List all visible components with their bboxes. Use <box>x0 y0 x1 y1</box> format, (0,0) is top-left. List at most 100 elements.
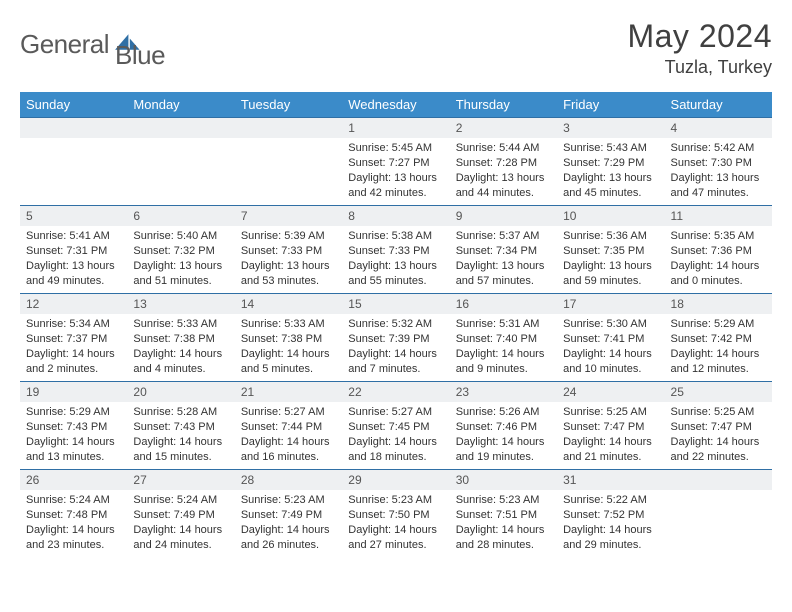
daylight-text: Daylight: 14 hours and 10 minutes. <box>563 347 658 377</box>
day-number: 13 <box>127 293 234 314</box>
sunrise-text: Sunrise: 5:34 AM <box>26 317 121 332</box>
sunrise-text: Sunrise: 5:36 AM <box>563 229 658 244</box>
calendar-day-cell: 4Sunrise: 5:42 AMSunset: 7:30 PMDaylight… <box>665 117 772 205</box>
day-details: Sunrise: 5:33 AMSunset: 7:38 PMDaylight:… <box>127 314 234 380</box>
sunset-text: Sunset: 7:51 PM <box>456 508 551 523</box>
weekday-header-row: Sunday Monday Tuesday Wednesday Thursday… <box>20 92 772 117</box>
calendar-day-cell: 16Sunrise: 5:31 AMSunset: 7:40 PMDayligh… <box>450 293 557 381</box>
calendar-day-cell: 9Sunrise: 5:37 AMSunset: 7:34 PMDaylight… <box>450 205 557 293</box>
sunset-text: Sunset: 7:30 PM <box>671 156 766 171</box>
daylight-text: Daylight: 14 hours and 13 minutes. <box>26 435 121 465</box>
day-number: 31 <box>557 469 664 490</box>
sunrise-text: Sunrise: 5:27 AM <box>241 405 336 420</box>
calendar-week-row: 12Sunrise: 5:34 AMSunset: 7:37 PMDayligh… <box>20 293 772 381</box>
day-details: Sunrise: 5:38 AMSunset: 7:33 PMDaylight:… <box>342 226 449 292</box>
day-details: Sunrise: 5:23 AMSunset: 7:51 PMDaylight:… <box>450 490 557 556</box>
sunrise-text: Sunrise: 5:28 AM <box>133 405 228 420</box>
daylight-text: Daylight: 14 hours and 7 minutes. <box>348 347 443 377</box>
calendar-day-cell: 10Sunrise: 5:36 AMSunset: 7:35 PMDayligh… <box>557 205 664 293</box>
sunrise-text: Sunrise: 5:45 AM <box>348 141 443 156</box>
sunrise-text: Sunrise: 5:26 AM <box>456 405 551 420</box>
sunset-text: Sunset: 7:38 PM <box>133 332 228 347</box>
location-label: Tuzla, Turkey <box>627 57 772 78</box>
daylight-text: Daylight: 14 hours and 9 minutes. <box>456 347 551 377</box>
calendar-week-row: 5Sunrise: 5:41 AMSunset: 7:31 PMDaylight… <box>20 205 772 293</box>
calendar-day-cell: 26Sunrise: 5:24 AMSunset: 7:48 PMDayligh… <box>20 469 127 557</box>
calendar-day-cell: 12Sunrise: 5:34 AMSunset: 7:37 PMDayligh… <box>20 293 127 381</box>
sunset-text: Sunset: 7:29 PM <box>563 156 658 171</box>
daylight-text: Daylight: 14 hours and 24 minutes. <box>133 523 228 553</box>
sunset-text: Sunset: 7:36 PM <box>671 244 766 259</box>
logo-text-2: Blue <box>115 40 165 71</box>
day-number: 9 <box>450 205 557 226</box>
sunrise-text: Sunrise: 5:25 AM <box>563 405 658 420</box>
day-number: 22 <box>342 381 449 402</box>
calendar-day-cell <box>235 117 342 205</box>
day-details: Sunrise: 5:39 AMSunset: 7:33 PMDaylight:… <box>235 226 342 292</box>
day-details: Sunrise: 5:42 AMSunset: 7:30 PMDaylight:… <box>665 138 772 204</box>
day-details: Sunrise: 5:23 AMSunset: 7:50 PMDaylight:… <box>342 490 449 556</box>
calendar-day-cell: 8Sunrise: 5:38 AMSunset: 7:33 PMDaylight… <box>342 205 449 293</box>
weekday-header: Wednesday <box>342 92 449 117</box>
day-details: Sunrise: 5:27 AMSunset: 7:44 PMDaylight:… <box>235 402 342 468</box>
sunset-text: Sunset: 7:39 PM <box>348 332 443 347</box>
day-details: Sunrise: 5:37 AMSunset: 7:34 PMDaylight:… <box>450 226 557 292</box>
sunrise-text: Sunrise: 5:24 AM <box>133 493 228 508</box>
day-number: 16 <box>450 293 557 314</box>
day-details: Sunrise: 5:23 AMSunset: 7:49 PMDaylight:… <box>235 490 342 556</box>
day-details: Sunrise: 5:32 AMSunset: 7:39 PMDaylight:… <box>342 314 449 380</box>
daylight-text: Daylight: 14 hours and 2 minutes. <box>26 347 121 377</box>
daylight-text: Daylight: 13 hours and 49 minutes. <box>26 259 121 289</box>
sunrise-text: Sunrise: 5:40 AM <box>133 229 228 244</box>
calendar-day-cell: 6Sunrise: 5:40 AMSunset: 7:32 PMDaylight… <box>127 205 234 293</box>
sunrise-text: Sunrise: 5:37 AM <box>456 229 551 244</box>
logo: General Blue <box>20 18 165 71</box>
sunset-text: Sunset: 7:40 PM <box>456 332 551 347</box>
day-number: 15 <box>342 293 449 314</box>
day-details: Sunrise: 5:27 AMSunset: 7:45 PMDaylight:… <box>342 402 449 468</box>
sunset-text: Sunset: 7:43 PM <box>133 420 228 435</box>
sunrise-text: Sunrise: 5:24 AM <box>26 493 121 508</box>
calendar-day-cell: 23Sunrise: 5:26 AMSunset: 7:46 PMDayligh… <box>450 381 557 469</box>
day-number <box>235 117 342 138</box>
day-number: 14 <box>235 293 342 314</box>
calendar-table: Sunday Monday Tuesday Wednesday Thursday… <box>20 92 772 557</box>
sunset-text: Sunset: 7:45 PM <box>348 420 443 435</box>
sunrise-text: Sunrise: 5:42 AM <box>671 141 766 156</box>
day-details: Sunrise: 5:41 AMSunset: 7:31 PMDaylight:… <box>20 226 127 292</box>
daylight-text: Daylight: 14 hours and 4 minutes. <box>133 347 228 377</box>
day-number: 21 <box>235 381 342 402</box>
day-details: Sunrise: 5:33 AMSunset: 7:38 PMDaylight:… <box>235 314 342 380</box>
day-number <box>665 469 772 490</box>
sunset-text: Sunset: 7:35 PM <box>563 244 658 259</box>
day-details: Sunrise: 5:44 AMSunset: 7:28 PMDaylight:… <box>450 138 557 204</box>
sunrise-text: Sunrise: 5:29 AM <box>26 405 121 420</box>
title-block: May 2024 Tuzla, Turkey <box>627 18 772 78</box>
day-number: 26 <box>20 469 127 490</box>
calendar-day-cell: 18Sunrise: 5:29 AMSunset: 7:42 PMDayligh… <box>665 293 772 381</box>
calendar-week-row: 26Sunrise: 5:24 AMSunset: 7:48 PMDayligh… <box>20 469 772 557</box>
sunrise-text: Sunrise: 5:41 AM <box>26 229 121 244</box>
daylight-text: Daylight: 14 hours and 29 minutes. <box>563 523 658 553</box>
daylight-text: Daylight: 14 hours and 22 minutes. <box>671 435 766 465</box>
calendar-day-cell: 21Sunrise: 5:27 AMSunset: 7:44 PMDayligh… <box>235 381 342 469</box>
day-number: 29 <box>342 469 449 490</box>
calendar-day-cell: 2Sunrise: 5:44 AMSunset: 7:28 PMDaylight… <box>450 117 557 205</box>
sunset-text: Sunset: 7:47 PM <box>563 420 658 435</box>
day-details: Sunrise: 5:36 AMSunset: 7:35 PMDaylight:… <box>557 226 664 292</box>
logo-text-1: General <box>20 29 109 60</box>
sunset-text: Sunset: 7:49 PM <box>241 508 336 523</box>
day-number: 1 <box>342 117 449 138</box>
sunset-text: Sunset: 7:44 PM <box>241 420 336 435</box>
daylight-text: Daylight: 14 hours and 28 minutes. <box>456 523 551 553</box>
daylight-text: Daylight: 14 hours and 18 minutes. <box>348 435 443 465</box>
header: General Blue May 2024 Tuzla, Turkey <box>20 18 772 78</box>
daylight-text: Daylight: 14 hours and 27 minutes. <box>348 523 443 553</box>
day-number: 19 <box>20 381 127 402</box>
weekday-header: Friday <box>557 92 664 117</box>
day-number: 30 <box>450 469 557 490</box>
day-number: 4 <box>665 117 772 138</box>
sunrise-text: Sunrise: 5:29 AM <box>671 317 766 332</box>
calendar-day-cell: 13Sunrise: 5:33 AMSunset: 7:38 PMDayligh… <box>127 293 234 381</box>
sunset-text: Sunset: 7:47 PM <box>671 420 766 435</box>
